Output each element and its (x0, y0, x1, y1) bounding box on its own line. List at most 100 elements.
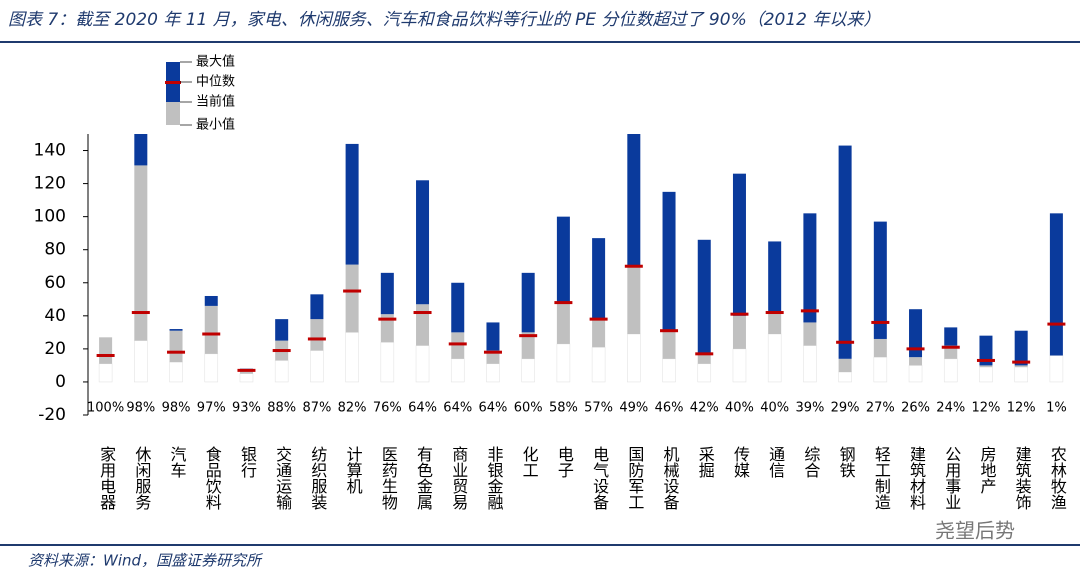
x-tick-label: 纺织服装 (308, 446, 327, 510)
min-segment (204, 353, 219, 383)
max-segment (134, 134, 148, 166)
max-segment (662, 191, 676, 331)
max-segment (169, 329, 183, 331)
median-mark (765, 311, 784, 315)
x-tick-label: 医药生物 (379, 446, 398, 511)
watermark: 尧望后势 (935, 519, 1015, 543)
percentile-label: 27% (866, 401, 895, 416)
current-segment (521, 332, 535, 359)
median-mark (695, 352, 714, 356)
median-mark (554, 301, 573, 305)
percentile-label: 12% (972, 401, 1001, 416)
min-segment (380, 341, 395, 383)
min-segment (803, 345, 817, 383)
x-tick-label: 电气设备 (590, 446, 609, 510)
x-tick-label: 化工 (520, 446, 539, 478)
median-mark (624, 264, 643, 268)
legend-swatch (166, 102, 180, 125)
max-segment (556, 216, 570, 303)
max-segment (451, 282, 465, 333)
min-segment (838, 371, 852, 383)
x-tick-label: 非银金融 (484, 446, 503, 511)
x-tick-label: 采掘 (696, 446, 715, 479)
percentile-label: 64% (408, 401, 437, 416)
current-segment (1014, 365, 1028, 368)
median-mark (167, 350, 186, 354)
current-segment (803, 322, 817, 346)
median-mark (836, 340, 855, 344)
max-segment (521, 272, 535, 333)
median-mark (871, 320, 890, 324)
median-mark (96, 353, 115, 357)
median-mark (941, 345, 960, 349)
max-segment (310, 294, 324, 320)
max-segment (732, 173, 746, 316)
median-mark (272, 349, 291, 353)
median-mark (730, 312, 749, 316)
current-segment (556, 302, 570, 344)
x-tick-label: 食品饮料 (203, 446, 222, 510)
median-mark (202, 332, 221, 336)
min-segment (556, 343, 571, 383)
current-segment (169, 330, 183, 363)
median-mark (519, 334, 538, 338)
median-mark (237, 368, 256, 372)
current-segment (838, 358, 852, 373)
min-segment (415, 345, 430, 383)
min-segment (873, 356, 888, 383)
x-tick-label: 公用事业 (942, 446, 961, 510)
median-mark (483, 350, 502, 354)
x-tick-label: 电子 (555, 446, 574, 478)
percentile-label: 64% (443, 401, 472, 416)
percentile-label: 64% (479, 401, 508, 416)
x-tick-label: 钢铁 (837, 446, 856, 478)
min-segment (98, 363, 113, 383)
percentile-label: 49% (619, 401, 648, 416)
y-tick-label: 100 (34, 207, 66, 227)
percentile-label: 26% (901, 401, 930, 416)
min-segment (662, 358, 676, 383)
max-segment (1014, 330, 1028, 366)
x-tick-label: 汽车 (168, 446, 187, 478)
percentile-label: 76% (373, 401, 402, 416)
x-tick-label: 建筑材料 (907, 446, 926, 510)
current-segment (592, 319, 606, 348)
current-segment (909, 357, 923, 366)
min-segment (345, 332, 359, 383)
current-segment (204, 305, 218, 354)
x-tick-label: 通信 (766, 446, 785, 478)
current-segment (99, 337, 113, 364)
x-tick-label: 综合 (801, 446, 820, 478)
percentile-label: 1% (1046, 401, 1067, 416)
current-segment (697, 353, 711, 364)
x-tick-label: 有色金属 (414, 446, 433, 510)
max-segment (592, 238, 606, 320)
median-mark (660, 329, 679, 333)
percentile-label: 100% (87, 401, 124, 416)
min-segment (591, 346, 606, 383)
x-tick-label: 休闲服务 (132, 446, 151, 511)
median-mark (976, 358, 995, 362)
median-mark (589, 317, 608, 321)
current-segment (380, 314, 394, 343)
legend-swatch (165, 81, 181, 84)
max-segment (838, 145, 852, 359)
y-tick-label: 0 (55, 372, 66, 392)
x-tick-label: 房地产 (977, 446, 996, 494)
legend-label: 最小值 (196, 117, 235, 133)
median-mark (1012, 360, 1031, 364)
max-segment (803, 213, 817, 323)
max-segment (768, 241, 782, 313)
median-mark (413, 311, 432, 315)
legend-label: 当前值 (196, 94, 235, 110)
max-segment (979, 335, 993, 366)
min-segment (239, 373, 254, 383)
current-segment (732, 315, 746, 349)
percentile-label: 82% (338, 401, 367, 416)
x-tick-label: 建筑装饰 (1013, 446, 1032, 510)
percentile-label: 58% (549, 401, 578, 416)
x-tick-label: 交通运输 (273, 446, 292, 510)
current-segment (486, 350, 500, 364)
min-segment (450, 358, 465, 383)
